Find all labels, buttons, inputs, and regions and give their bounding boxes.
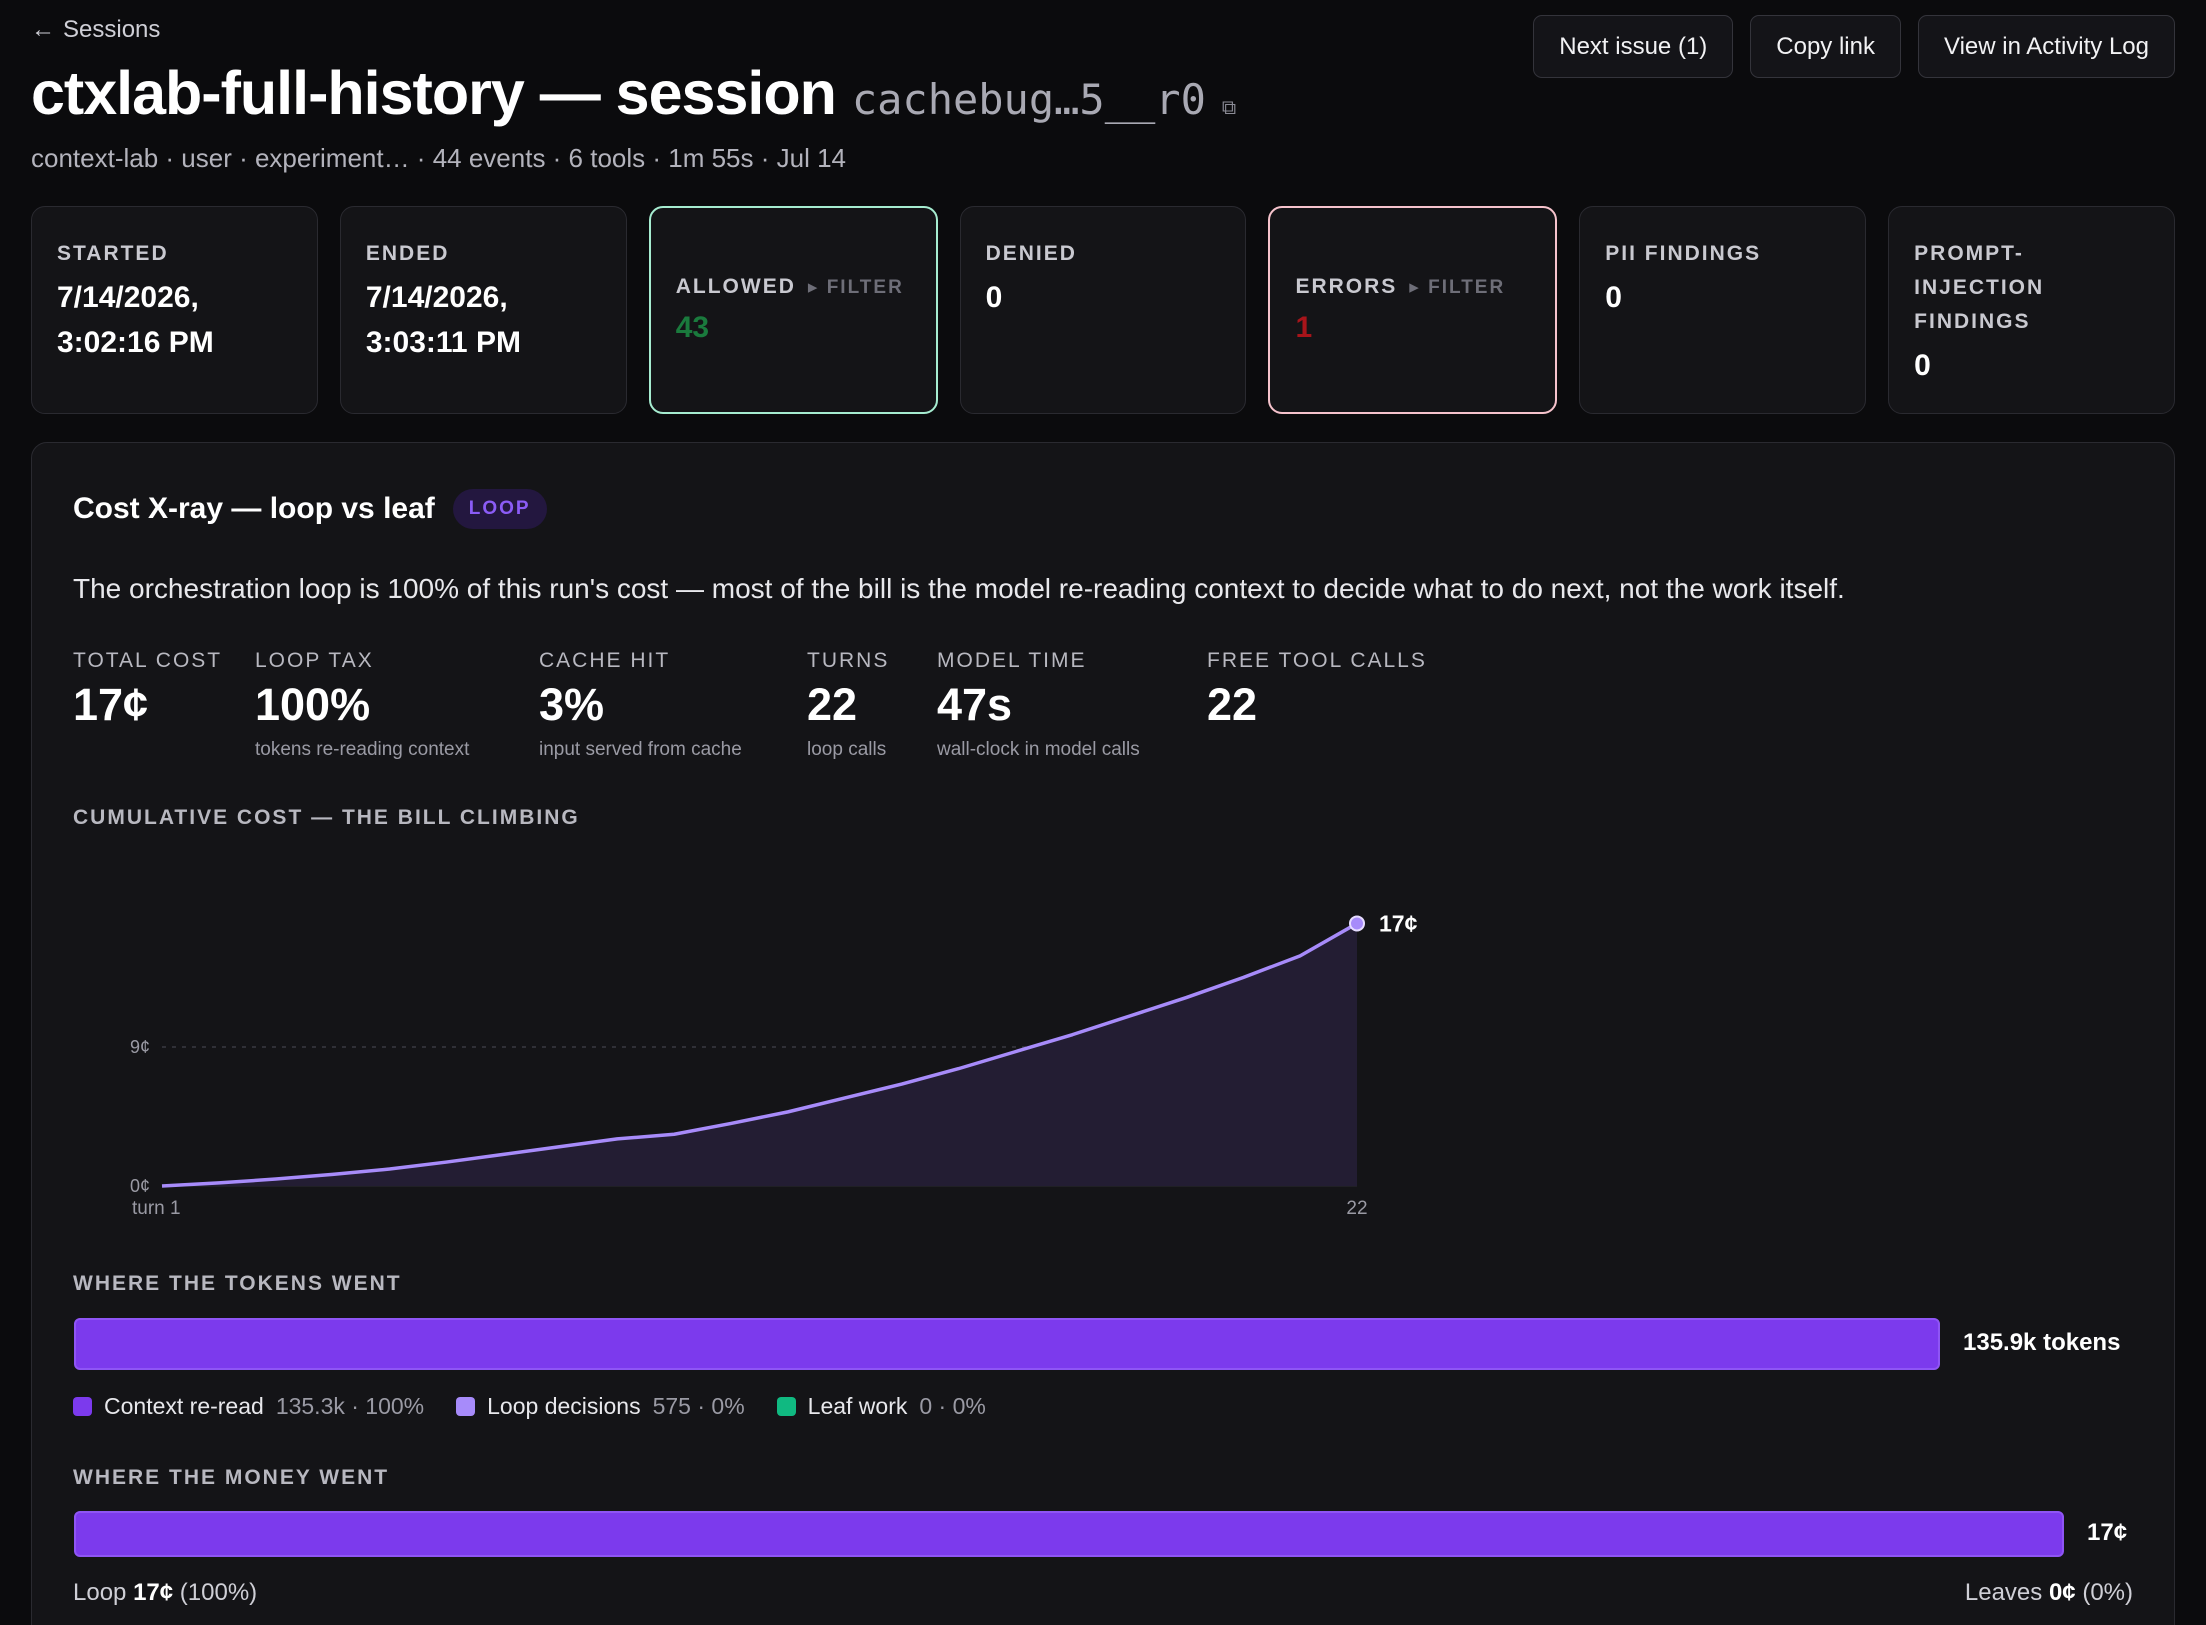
panel-title: Cost X-ray — loop vs leaf: [73, 492, 435, 525]
page-title: ctxlab-full-history — session: [31, 59, 837, 127]
denied-card: DENIED 0: [959, 206, 1247, 414]
metric-label: FREE TOOL CALLS: [1207, 649, 1427, 672]
allowed-filter-hint: ▸ FILTER: [807, 277, 904, 298]
cost-summary: The orchestration loop is 100% of this r…: [73, 573, 1845, 604]
prompt-injection-label: PROMPT-INJECTION FINDINGS: [1914, 242, 2045, 333]
x-tick-label: 22: [1346, 1198, 1367, 1219]
tokens-section-label: WHERE THE TOKENS WENT: [73, 1272, 402, 1295]
next-issue-button[interactable]: Next issue (1): [1533, 15, 1734, 78]
metric-sub: tokens re-reading context: [255, 739, 470, 760]
metric-label: TURNS: [807, 649, 890, 672]
money-bar: [74, 1511, 2064, 1557]
cumulative-cost-label: CUMULATIVE COST — THE BILL CLIMBING: [73, 806, 580, 829]
metric-free-tool-calls: FREE TOOL CALLS 22: [1207, 649, 1427, 761]
allowed-filter-card[interactable]: ALLOWED ▸ FILTER 43: [648, 206, 938, 414]
prompt-injection-card: PROMPT-INJECTION FINDINGS 0: [1888, 206, 2176, 414]
pii-value: 0: [1605, 281, 1622, 314]
errors-filter-hint: ▸ FILTER: [1409, 277, 1506, 298]
copy-link-button[interactable]: Copy link: [1750, 15, 1901, 78]
back-label: Sessions: [63, 16, 161, 43]
started-card: STARTED 7/14/2026, 3:02:16 PM: [31, 206, 318, 414]
started-value: 7/14/2026, 3:02:16 PM: [57, 281, 214, 359]
metric-sub: input served from cache: [539, 739, 742, 760]
allowed-label: ALLOWED ▸ FILTER: [675, 275, 904, 298]
money-total: 17¢: [2087, 1519, 2128, 1546]
metric-value: 100%: [255, 679, 371, 730]
cost-xray-panel: Cost X-ray — loop vs leaf LOOP The orche…: [31, 442, 2175, 1625]
metric-value: 17¢: [73, 679, 149, 730]
loop-badge: LOOP: [452, 489, 547, 529]
legend-item: Leaf work 0 · 0%: [776, 1393, 986, 1420]
legend-name: Leaf work: [807, 1393, 908, 1419]
denied-label: DENIED: [985, 242, 1077, 265]
metric-total-cost: TOTAL COST 17¢: [73, 649, 255, 761]
metric-label: LOOP TAX: [255, 649, 374, 672]
errors-value: 1: [1295, 311, 1313, 344]
errors-label: ERRORS ▸ FILTER: [1295, 275, 1506, 298]
denied-value: 0: [985, 281, 1003, 314]
money-leaves-summary: Leaves 0¢ (0%): [1964, 1579, 2133, 1606]
metric-sub: loop calls: [807, 739, 887, 760]
metric-value: 22: [807, 679, 858, 730]
view-activity-log-button[interactable]: View in Activity Log: [1918, 15, 2175, 78]
ended-label: ENDED: [365, 242, 450, 265]
legend-swatch: [456, 1397, 476, 1416]
metric-value: 3%: [539, 679, 605, 730]
legend-value: 135.3k · 100%: [275, 1393, 425, 1419]
metric-label: MODEL TIME: [937, 649, 1087, 672]
metric-sub: wall-clock in model calls: [937, 739, 1140, 760]
legend-swatch: [776, 1397, 796, 1416]
x-tick-label: turn 1: [132, 1198, 181, 1219]
money-loop-summary: Loop 17¢ (100%): [73, 1579, 258, 1606]
prompt-injection-value: 0: [1914, 349, 1931, 382]
copy-icon[interactable]: ⧉: [1221, 97, 1237, 119]
metric-label: TOTAL COST: [73, 649, 223, 672]
y-tick-label: 0¢: [130, 1176, 150, 1196]
legend-name: Loop decisions: [487, 1393, 641, 1419]
caret-right-icon: ▸: [1409, 277, 1429, 298]
cost-point: [1349, 915, 1365, 932]
tokens-legend: Context re-read 135.3k · 100% Loop decisio…: [73, 1393, 986, 1420]
caret-right-icon: ▸: [807, 277, 827, 298]
metric-loop-tax: LOOP TAX 100% tokens re-reading context: [255, 649, 539, 761]
metric-label: CACHE HIT: [539, 649, 671, 672]
legend-value: 0 · 0%: [919, 1393, 986, 1419]
cost-metrics: TOTAL COST 17¢ LOOP TAX 100% tokens re-readi…: [73, 649, 1427, 761]
pii-findings-card: PII FINDINGS 0: [1579, 206, 1867, 414]
metric-model-time: MODEL TIME 47s wall-clock in model calls: [937, 649, 1207, 761]
ended-card: ENDED 7/14/2026, 3:03:11 PM: [339, 206, 627, 414]
legend-swatch: [73, 1397, 92, 1416]
session-id: cachebug…5__r0: [851, 75, 1206, 124]
metric-cache-hit: CACHE HIT 3% input served from cache: [539, 649, 807, 761]
ended-value: 7/14/2026, 3:03:11 PM: [365, 281, 521, 359]
tokens-total: 135.9k tokens: [1963, 1329, 2121, 1356]
stat-cards: STARTED 7/14/2026, 3:02:16 PM ENDED 7/14…: [31, 206, 2176, 414]
metric-value: 22: [1207, 679, 1258, 730]
errors-filter-card[interactable]: ERRORS ▸ FILTER 1: [1268, 206, 1558, 414]
panel-header: Cost X-ray — loop vs leaf LOOP: [73, 489, 547, 529]
page-title-row: ctxlab-full-history — session cachebug…5…: [31, 58, 1236, 128]
cost-line: [161, 921, 1358, 1188]
metric-value: 47s: [937, 679, 1013, 730]
cost-area: [162, 923, 1357, 1186]
y-tick-label: 9¢: [130, 1037, 150, 1057]
allowed-value: 43: [675, 311, 710, 344]
arrow-left-icon: ←: [31, 16, 55, 43]
header-actions: Next issue (1) Copy link View in Activit…: [1533, 15, 2175, 78]
legend-value: 575 · 0%: [652, 1393, 745, 1419]
started-label: STARTED: [57, 242, 169, 265]
legend-item: Context re-read 135.3k · 100%: [73, 1393, 424, 1420]
cumulative-cost-chart: 0¢ 9¢ 17¢ turn 1 22: [130, 910, 1418, 1219]
back-to-sessions-link[interactable]: ← Sessions: [31, 16, 160, 44]
legend-item: Loop decisions 575 · 0%: [456, 1393, 745, 1420]
pii-label: PII FINDINGS: [1605, 242, 1762, 265]
metric-turns: TURNS 22 loop calls: [807, 649, 937, 761]
tokens-bar: [74, 1318, 1940, 1370]
money-section-label: WHERE THE MONEY WENT: [73, 1466, 390, 1489]
session-meta: context-lab · user · experiment… · 44 ev…: [31, 143, 847, 173]
legend-name: Context re-read: [104, 1393, 264, 1419]
end-value-label: 17¢: [1379, 910, 1418, 936]
